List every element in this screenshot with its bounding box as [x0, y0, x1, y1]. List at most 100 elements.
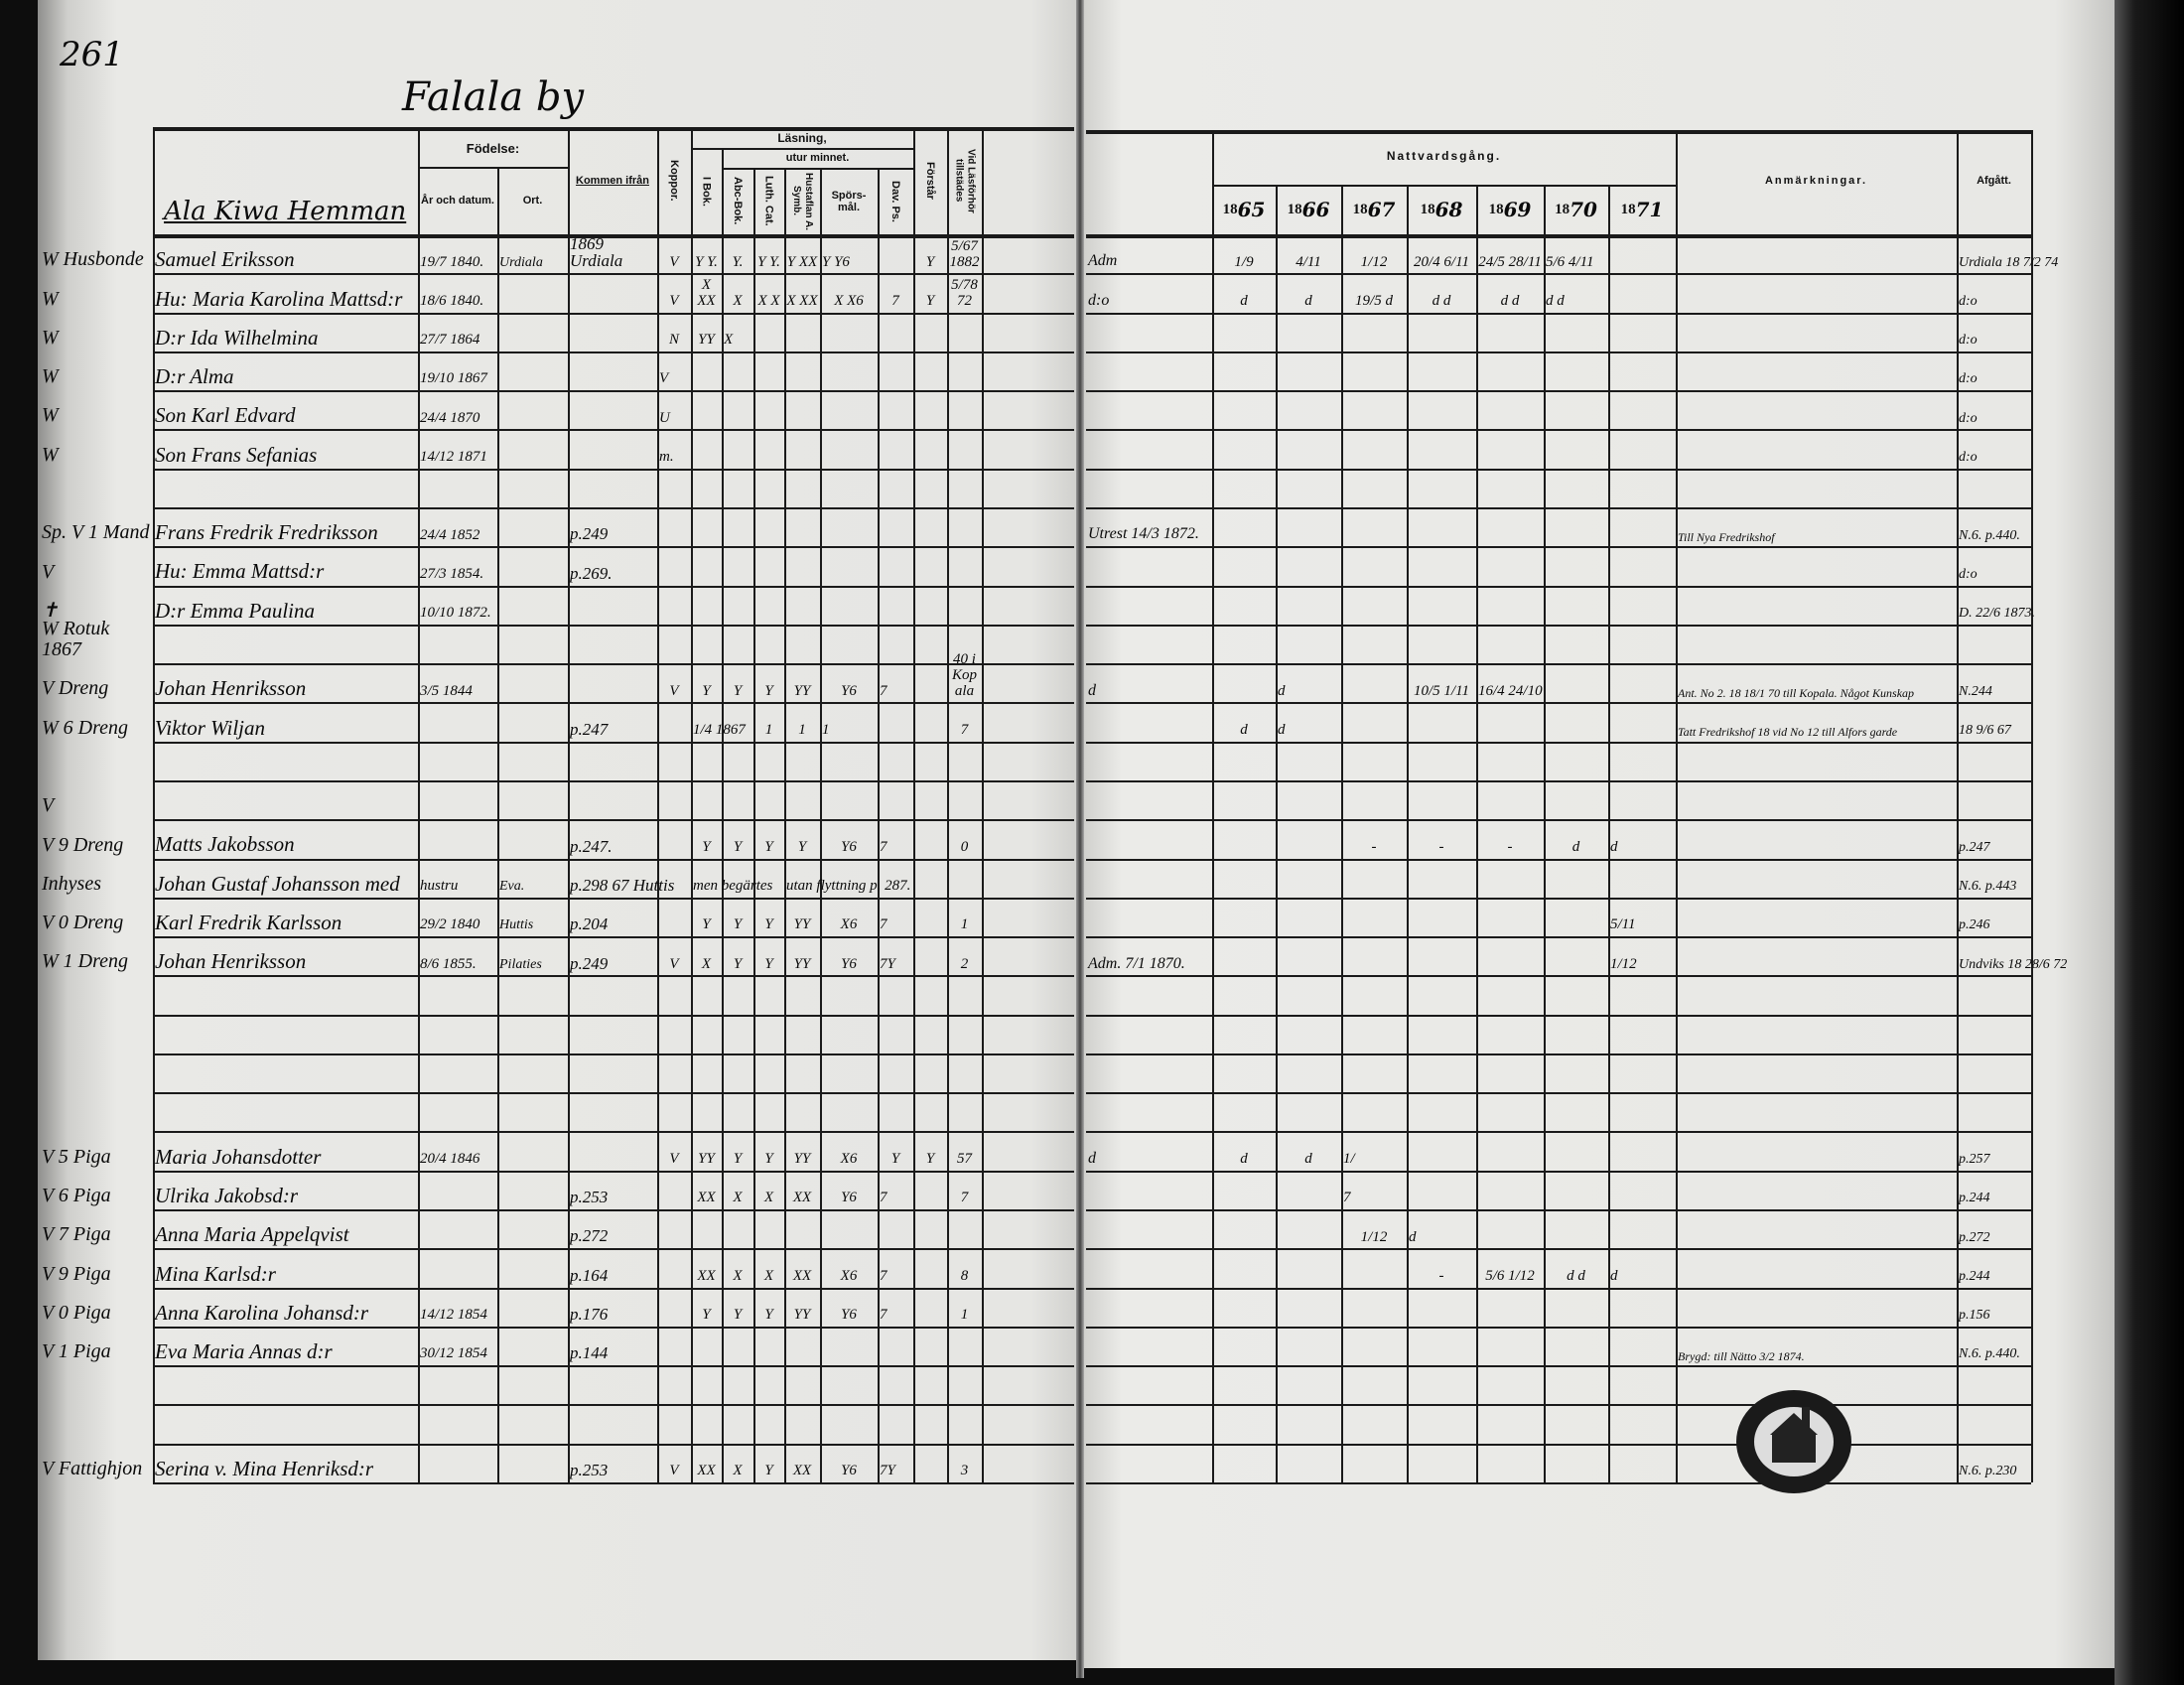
row-rule	[1086, 1015, 2031, 1017]
departure-note	[1957, 742, 2031, 780]
communion-date: d	[1240, 292, 1248, 309]
reading-ibok	[691, 469, 722, 507]
column-rule	[2031, 130, 2033, 1482]
reading-abc: X	[733, 1190, 743, 1206]
row-rule	[153, 742, 1074, 744]
row-rule	[153, 1092, 1074, 1094]
row-rule	[1086, 859, 2031, 861]
reading-luth: X	[763, 1267, 774, 1284]
departure-note: 18 9/6 67	[1959, 722, 2011, 738]
communion-date	[1276, 936, 1341, 975]
year-suffix: 71	[1635, 198, 1664, 221]
communion-date	[1341, 469, 1407, 507]
communion-date	[1476, 1365, 1544, 1404]
communion-date	[1544, 625, 1608, 663]
reading-kopp: m.	[659, 448, 674, 465]
reading-kopp: V	[669, 1463, 679, 1479]
communion-date	[1407, 742, 1476, 780]
reading-abc	[722, 742, 753, 780]
reading-hust: Y XX	[786, 253, 818, 270]
reading-luth: Y	[764, 1151, 773, 1167]
header-hustaflan: Hustaflan A. Symb.	[791, 172, 814, 230]
reading-dav: 7	[880, 1190, 887, 1206]
departure-note	[1957, 975, 2031, 1014]
year-suffix: 69	[1503, 198, 1532, 221]
reading-dav	[878, 780, 913, 819]
communion-note	[1086, 1444, 1212, 1482]
reading-hust	[784, 1015, 820, 1053]
communion-date: d	[1278, 721, 1286, 738]
reading-place	[497, 780, 568, 819]
remark: Till Nya Fredrikshof	[1678, 529, 1775, 544]
communion-date	[1212, 546, 1276, 585]
column-rule	[153, 127, 155, 1482]
communion-date	[1476, 1209, 1544, 1248]
departure-note: N.244	[1959, 683, 1992, 699]
reading-ibok	[691, 351, 722, 390]
communion-date	[1407, 975, 1476, 1014]
reading-forstar	[913, 702, 947, 741]
reading-luth	[753, 469, 784, 507]
communion-date	[1341, 742, 1407, 780]
reading-hust	[784, 742, 820, 780]
header-year: 18 66	[1276, 185, 1341, 234]
remark: Ant. No 2. 18 18/1 70 till Kopala. Något…	[1678, 685, 1915, 700]
departure-note	[1957, 1092, 2031, 1131]
reading-ibok	[691, 1209, 722, 1248]
person-name: Viktor Wiljan	[155, 715, 266, 740]
communion-date	[1544, 390, 1608, 429]
communion-date	[1476, 351, 1544, 390]
reading-ibok: men begärtes	[693, 878, 773, 895]
communion-date	[1476, 780, 1544, 819]
reading-ibok: 1/4 1867	[693, 721, 746, 738]
utur-minnet-subrule	[722, 168, 913, 170]
reading-kopp	[657, 1248, 691, 1287]
communion-date	[1212, 1288, 1276, 1327]
birth-date: 29/2 1840	[420, 916, 480, 933]
reading-attend: 5/78 72	[951, 277, 978, 309]
communion-date	[1341, 313, 1407, 351]
row-rule	[1086, 586, 2031, 588]
reading-hust: YY	[793, 955, 811, 972]
remark	[1676, 780, 1957, 819]
header-afgatt: Afgått.	[1977, 175, 2011, 187]
reading-attend	[947, 1015, 982, 1053]
communion-date	[1608, 1015, 1676, 1053]
communion-date	[1341, 625, 1407, 663]
remark	[1676, 1053, 1957, 1092]
reading-spors	[820, 780, 878, 819]
reading-from	[568, 663, 657, 702]
reading-place	[497, 1131, 568, 1170]
reading-dav: 7Y	[880, 1463, 895, 1479]
row-rule	[1086, 429, 2031, 431]
reading-abc	[722, 507, 753, 546]
communion-date	[1341, 663, 1407, 702]
reading-attend	[947, 859, 982, 898]
reading-spors: Y6	[841, 1307, 857, 1324]
row-rule	[153, 663, 1074, 665]
reading-abc	[722, 469, 753, 507]
reading-spors	[820, 586, 878, 625]
column-rule	[820, 168, 822, 1482]
row-rule	[1086, 1365, 2031, 1367]
column-rule	[1608, 185, 1610, 1482]
communion-date	[1608, 663, 1676, 702]
remark	[1676, 975, 1957, 1014]
came-from: p.249	[570, 524, 609, 544]
remark	[1676, 1288, 1957, 1327]
reading-hust	[784, 429, 820, 468]
reading-date	[418, 469, 497, 507]
reading-kopp	[657, 702, 691, 741]
margin-note	[40, 742, 153, 780]
year-prefix: 18	[1287, 202, 1302, 217]
reading-from	[568, 1404, 657, 1443]
reading-from	[568, 429, 657, 468]
reading-hust: X XX	[786, 292, 818, 309]
reading-date	[418, 780, 497, 819]
communion-date: 19/5 d	[1355, 292, 1393, 309]
communion-date	[1476, 1092, 1544, 1131]
reading-ibok: Y Y.	[695, 253, 718, 270]
column-rule	[753, 168, 755, 1482]
reading-abc: X	[724, 332, 734, 349]
communion-date	[1544, 1131, 1608, 1170]
